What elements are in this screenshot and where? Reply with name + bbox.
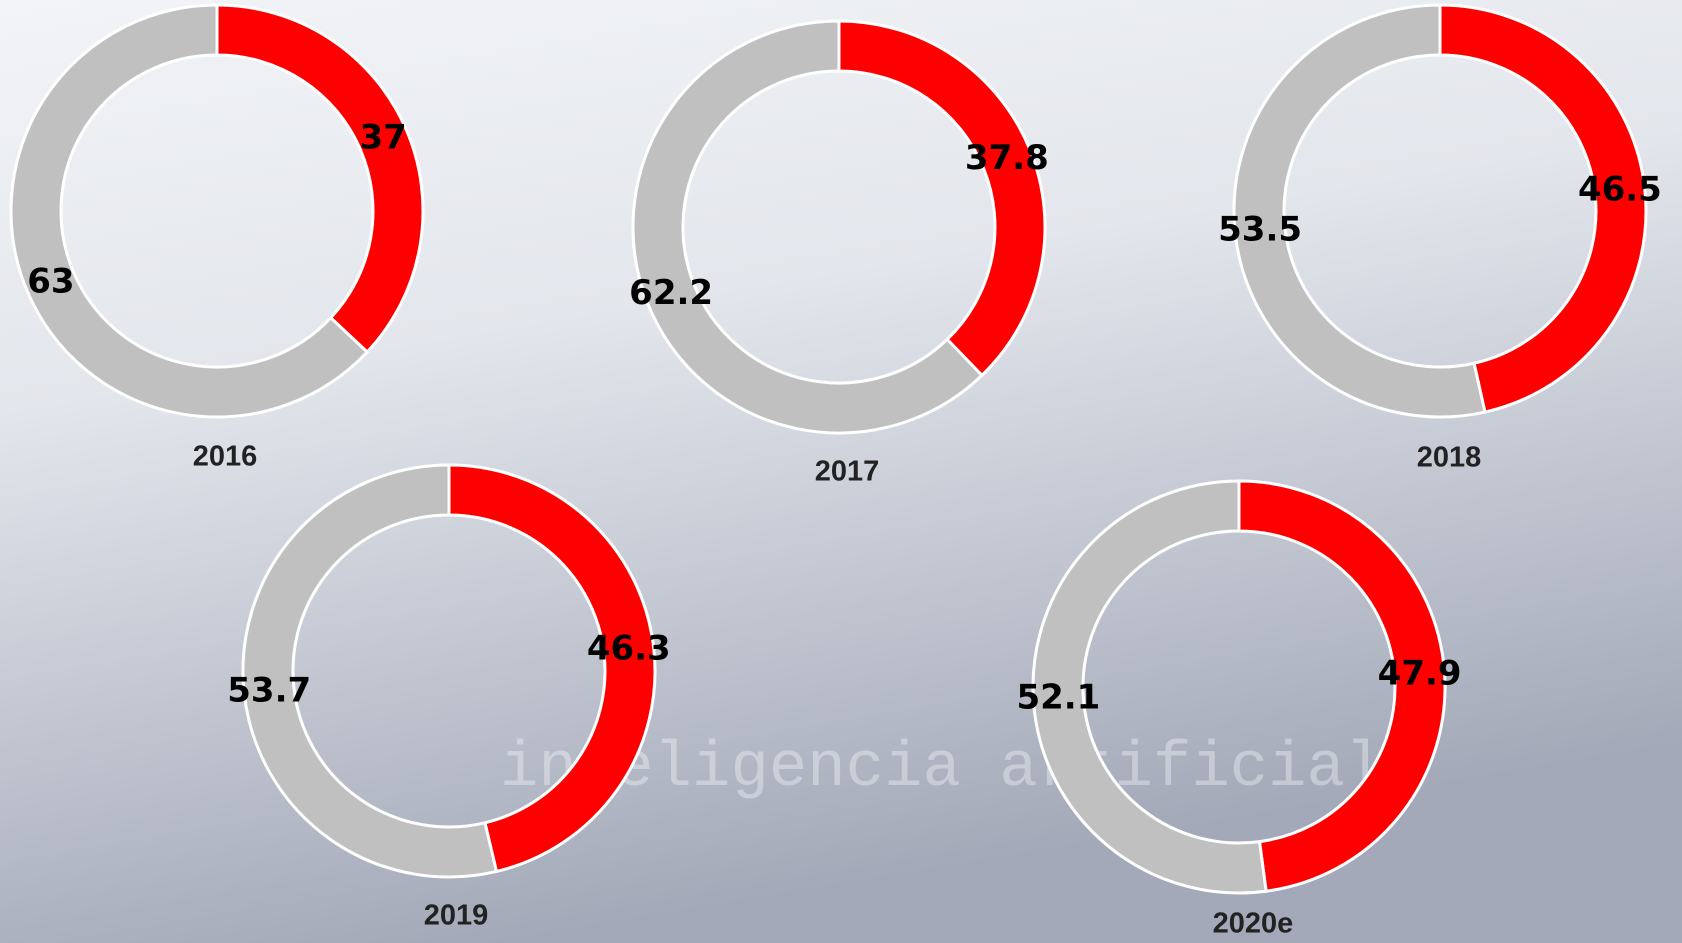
page: inteligencia artificial 3763201637.862.2… — [0, 0, 1682, 943]
data-label: 62.2 — [629, 273, 713, 313]
chart-canvas: inteligencia artificial 3763201637.862.2… — [0, 0, 1682, 943]
data-label: 63 — [27, 261, 74, 301]
chart-title: 2020e — [1213, 908, 1294, 940]
chart-title: 2018 — [1417, 442, 1482, 474]
chart-title: 2016 — [193, 441, 258, 473]
data-label: 53.5 — [1218, 209, 1302, 249]
chart-title: 2019 — [424, 900, 489, 932]
data-label: 52.1 — [1016, 677, 1100, 717]
data-label: 53.7 — [227, 670, 311, 710]
data-label: 46.5 — [1578, 170, 1662, 210]
data-label: 47.9 — [1378, 654, 1462, 694]
data-label: 37.8 — [965, 138, 1049, 178]
data-label: 46.3 — [587, 629, 671, 669]
chart-title: 2017 — [815, 456, 880, 488]
data-label: 37 — [359, 118, 406, 158]
